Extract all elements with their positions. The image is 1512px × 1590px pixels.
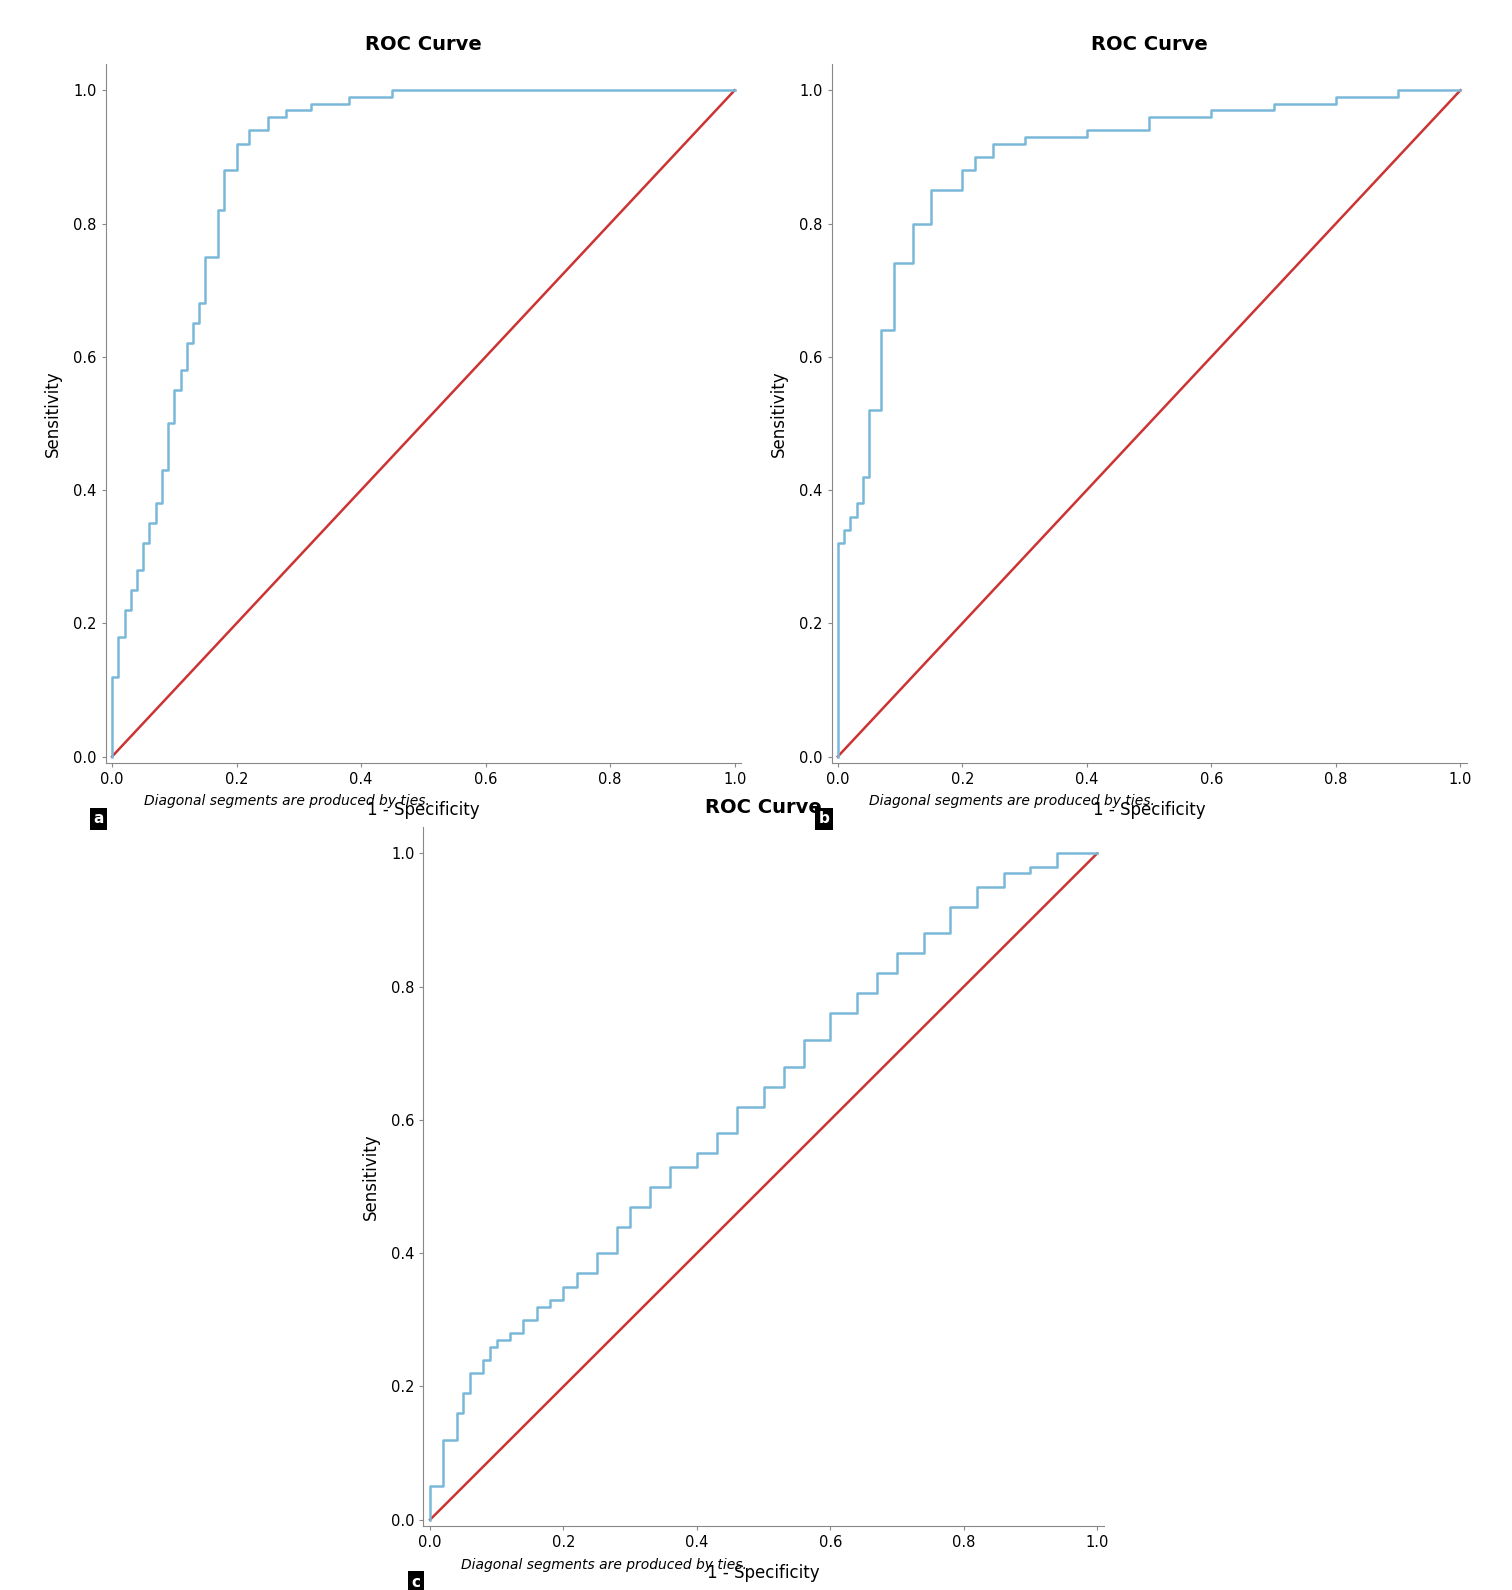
- X-axis label: 1 - Specificity: 1 - Specificity: [367, 801, 479, 819]
- X-axis label: 1 - Specificity: 1 - Specificity: [1093, 801, 1205, 819]
- Text: Diagonal segments are produced by ties.: Diagonal segments are produced by ties.: [144, 795, 429, 808]
- Title: ROC Curve: ROC Curve: [705, 798, 823, 817]
- X-axis label: 1 - Specificity: 1 - Specificity: [708, 1565, 820, 1582]
- Y-axis label: Sensitivity: Sensitivity: [361, 1134, 380, 1220]
- Y-axis label: Sensitivity: Sensitivity: [770, 370, 788, 456]
- Text: b: b: [818, 811, 830, 827]
- Text: Diagonal segments are produced by ties.: Diagonal segments are produced by ties.: [869, 795, 1155, 808]
- Y-axis label: Sensitivity: Sensitivity: [44, 370, 62, 456]
- Text: a: a: [94, 811, 103, 827]
- Title: ROC Curve: ROC Curve: [1090, 35, 1208, 54]
- Text: c: c: [411, 1574, 420, 1590]
- Title: ROC Curve: ROC Curve: [364, 35, 482, 54]
- Text: Diagonal segments are produced by ties.: Diagonal segments are produced by ties.: [461, 1558, 747, 1571]
